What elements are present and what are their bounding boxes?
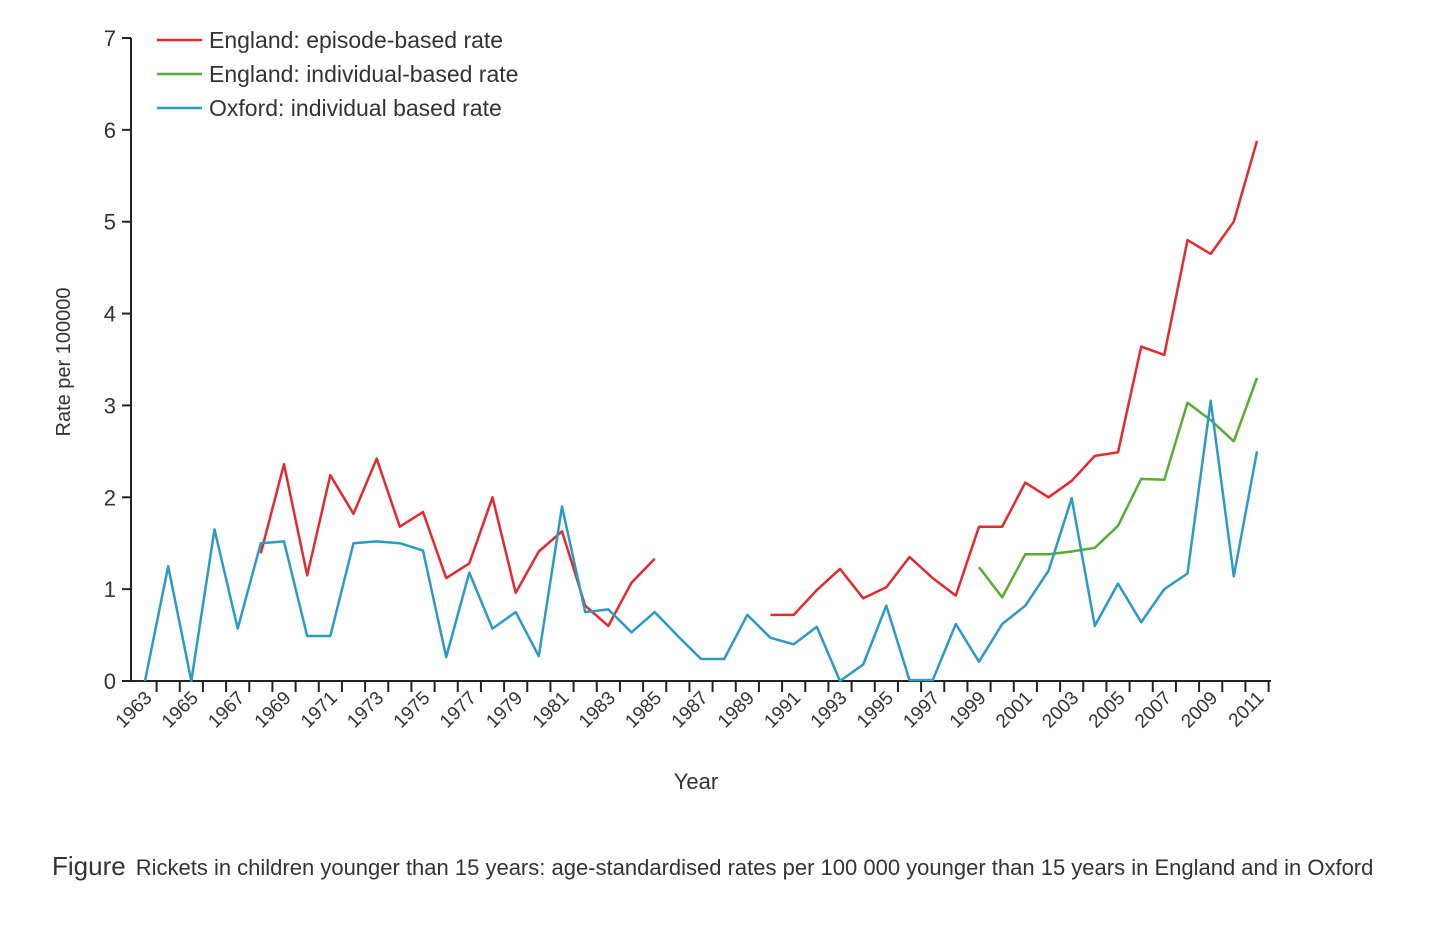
x-tick-label: 1969: [251, 688, 296, 733]
x-tick-label: 1965: [158, 688, 203, 733]
series-line: [259, 457, 656, 628]
series-lines: [143, 140, 1259, 683]
x-tick-label: 1971: [297, 688, 342, 733]
x-tick-label: 2001: [992, 688, 1037, 733]
x-tick-label: 1977: [436, 688, 481, 733]
y-tick-label: 2: [104, 485, 116, 510]
caption-label: Figure: [52, 851, 126, 881]
x-tick-label: 1985: [621, 688, 666, 733]
x-tick-label: 1999: [946, 688, 991, 733]
legend-label: England: episode-based rate: [209, 27, 503, 53]
x-tick-label: 1981: [529, 688, 574, 733]
x-tick-label: 1963: [112, 688, 157, 733]
caption-text: Rickets in children younger than 15 year…: [135, 855, 1374, 880]
series-line: [978, 377, 1259, 599]
x-tick-label: 2005: [1085, 688, 1130, 733]
x-tick-label: 1979: [482, 688, 527, 733]
y-tick-label: 5: [104, 210, 116, 235]
x-tick-label: 2007: [1131, 688, 1176, 733]
x-tick-label: 2011: [1225, 688, 1269, 732]
legend-label: England: individual-based rate: [209, 61, 518, 87]
line-chart: 0 1 2 3 4 5 6 7 1963 1965 1967 1969 1971 1973 1975 1977…: [53, 26, 1271, 794]
legend-label: Oxford: individual based rate: [209, 95, 502, 121]
x-tick-label: 1983: [575, 688, 620, 733]
figure-caption: Figure Rickets in children younger than 1…: [52, 838, 1422, 896]
legend: England: episode-based rate England: indi…: [157, 27, 518, 121]
x-tick-label: 1973: [343, 688, 388, 733]
x-tick-label: 1993: [807, 688, 852, 733]
x-tick-label: 1991: [760, 688, 805, 733]
y-tick-label: 3: [104, 393, 116, 418]
series-line: [770, 140, 1259, 617]
y-tick-label: 7: [104, 26, 116, 51]
x-tick-label: 1975: [390, 688, 435, 733]
x-tick-label: 1995: [853, 688, 898, 733]
y-tick-label: 0: [104, 669, 116, 694]
x-tick-label: 2009: [1177, 688, 1222, 733]
x-tick-label: 1989: [714, 688, 759, 733]
x-axis-label: Year: [674, 769, 718, 794]
y-tick-label: 6: [104, 118, 116, 143]
x-tick-label: 1967: [204, 688, 249, 733]
y-tick-label: 1: [104, 577, 116, 602]
x-tick-label: 1987: [668, 688, 713, 733]
x-tick-label: 2003: [1038, 688, 1083, 733]
y-tick-label: 4: [104, 302, 116, 327]
x-tick-label: 1997: [899, 688, 944, 733]
y-axis-label: Rate per 100000: [53, 287, 75, 436]
series-line: [143, 399, 1259, 683]
